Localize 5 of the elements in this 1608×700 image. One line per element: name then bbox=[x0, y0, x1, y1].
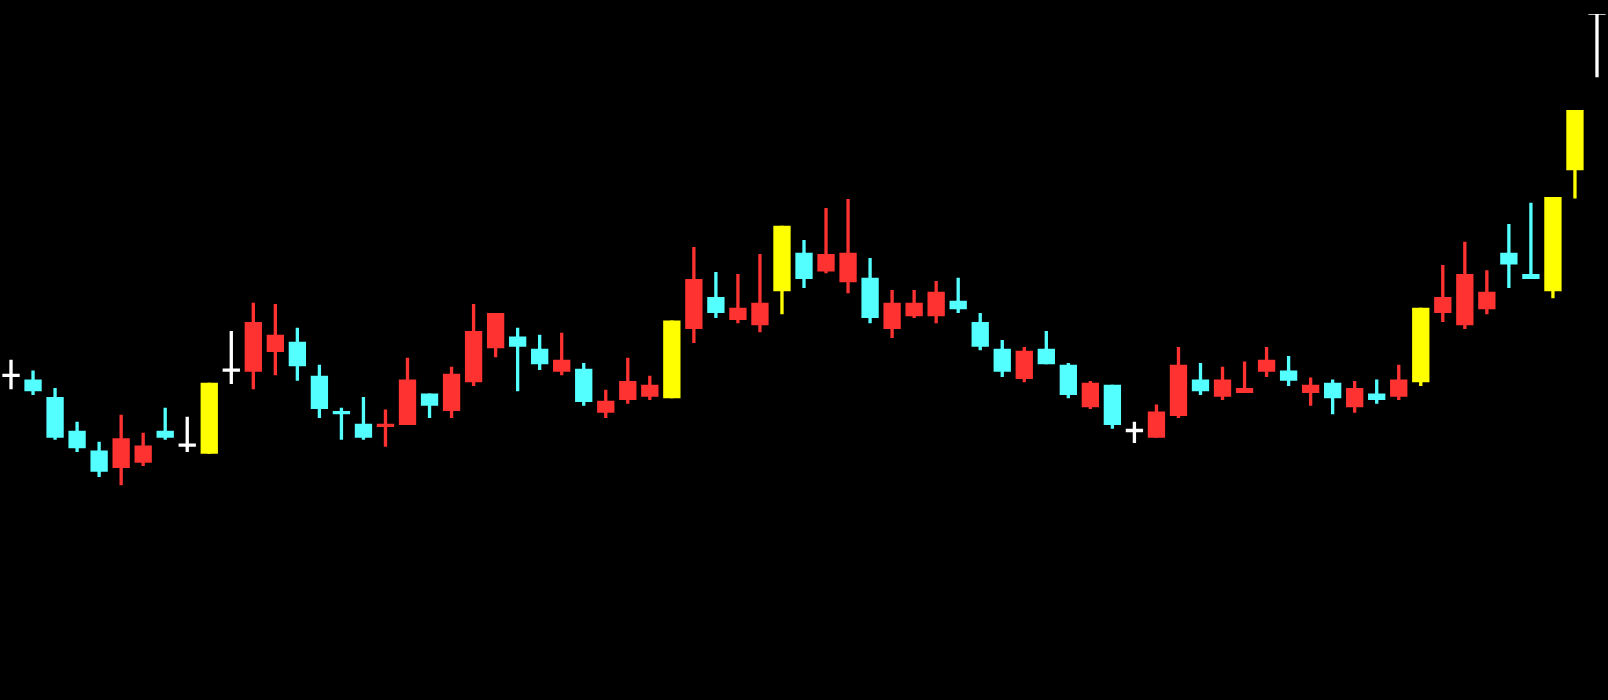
candlestick bbox=[729, 273, 747, 324]
candlestick bbox=[1500, 223, 1518, 288]
candlestick bbox=[2, 359, 20, 390]
candlestick bbox=[1522, 202, 1540, 279]
candlestick bbox=[1588, 14, 1606, 78]
